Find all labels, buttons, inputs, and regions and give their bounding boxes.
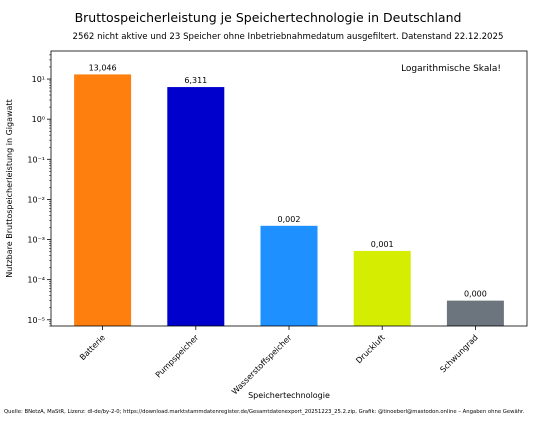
x-axis: Batterie Pumpspeicher Wasserstoffspeicher D… — [78, 326, 480, 396]
y-tick-label: 10⁻³ — [27, 236, 45, 245]
y-tick-label: 10¹ — [32, 75, 45, 84]
x-axis-label: Speichertechnologie — [248, 391, 330, 400]
bar-batterie — [74, 74, 132, 326]
data-label: 6,311 — [184, 76, 207, 85]
y-tick-label: 10⁻⁵ — [27, 316, 45, 325]
log-scale-annotation: Logarithmische Skala! — [401, 64, 501, 74]
x-tick-label: Schwungrad — [438, 333, 479, 374]
bar-pumpspeicher — [167, 87, 225, 327]
y-axis-label: Nutzbare Bruttospeicherleistung in Gigaw… — [5, 99, 14, 277]
chart-subtitle: 2562 nicht aktive und 23 Speicher ohne I… — [72, 32, 504, 42]
y-axis: 10¹ 10⁰ 10⁻¹ 10⁻² 10⁻³ 10⁻⁴ 10⁻⁵ — [27, 54, 51, 327]
x-tick-label: Batterie — [78, 333, 107, 362]
chart-title: Bruttospeicherleistung je Speichertechno… — [74, 10, 462, 25]
data-label: 13,046 — [89, 63, 117, 72]
y-tick-label: 10⁻⁴ — [27, 276, 45, 285]
y-tick-label: 10⁰ — [32, 115, 45, 124]
y-tick-label: 10⁻² — [27, 195, 45, 204]
x-tick-label: Wasserstoffspeicher — [230, 333, 294, 397]
source-note: Quelle: BNetzA, MaStR, Lizenz: dl-de/by-… — [4, 409, 525, 415]
bar-wasserstoffspeicher — [260, 225, 318, 326]
plot-frame — [50, 50, 528, 327]
data-label: 0,000 — [464, 290, 487, 299]
data-label: 0,001 — [371, 240, 394, 249]
data-label: 0,002 — [278, 215, 301, 224]
x-tick-label: Druckluft — [354, 333, 386, 365]
bar-druckluft — [353, 250, 411, 326]
x-tick-label: Pumpspeicher — [154, 333, 201, 380]
bars-layer: 13,046 6,311 0,002 0,001 0,000 — [74, 63, 504, 327]
bar-schwungrad — [446, 300, 504, 326]
y-tick-label: 10⁻¹ — [27, 155, 45, 164]
